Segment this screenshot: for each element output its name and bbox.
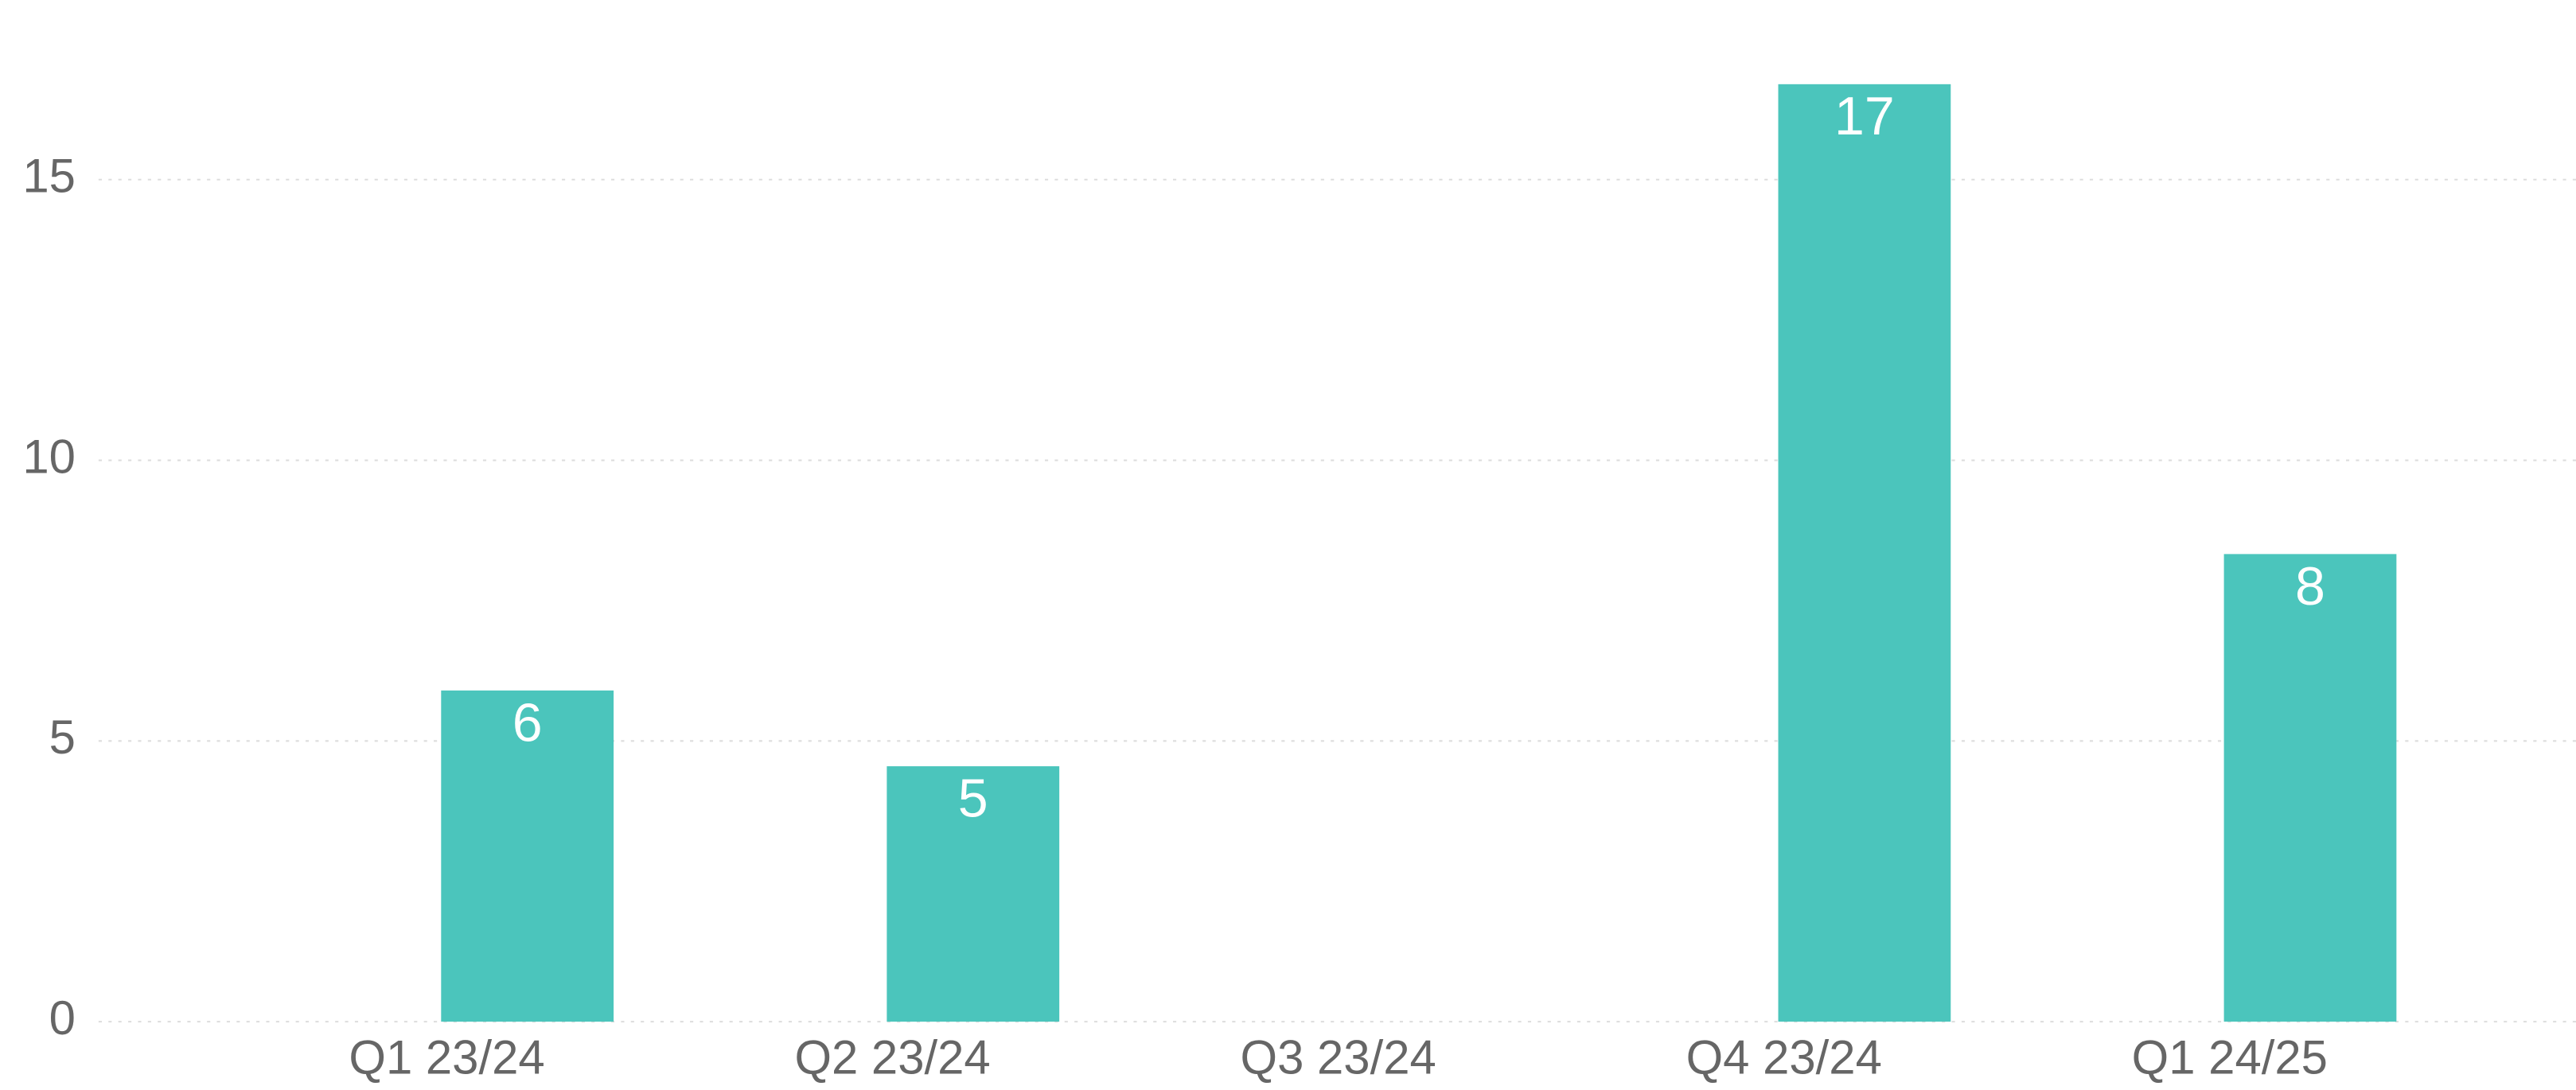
bar: [1778, 84, 1951, 1022]
y-tick-label: 5: [49, 710, 76, 764]
bar: [441, 690, 614, 1022]
x-tick-label: Q3 23/24: [1241, 1030, 1436, 1084]
x-tick-label: Q2 23/24: [794, 1030, 990, 1084]
x-tick-label: Q4 23/24: [1686, 1030, 1882, 1084]
x-tick-label: Q1 24/25: [2132, 1030, 2328, 1084]
y-tick-label: 0: [49, 991, 76, 1045]
bar: [887, 766, 1060, 1022]
data-label: 6: [512, 692, 543, 753]
x-tick-label: Q1 23/24: [349, 1030, 544, 1084]
data-label: 5: [958, 769, 988, 829]
data-label: 17: [1834, 86, 1895, 146]
data-label: 8: [2295, 556, 2325, 617]
y-tick-label: 10: [22, 430, 76, 483]
bar: [2223, 554, 2397, 1022]
y-tick-label: 15: [22, 150, 76, 203]
